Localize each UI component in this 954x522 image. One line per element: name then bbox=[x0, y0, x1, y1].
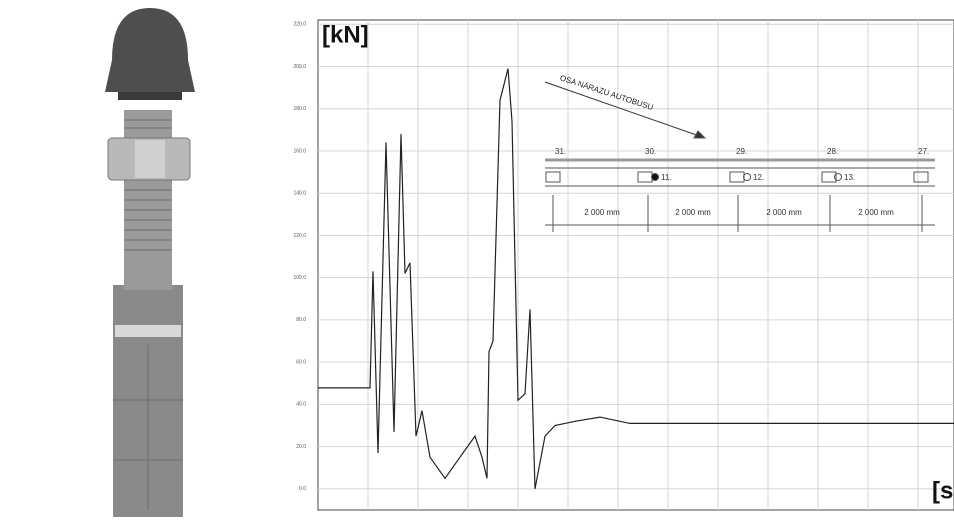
y-tick-label: 160.0 bbox=[293, 148, 306, 154]
y-tick-label: 140.0 bbox=[293, 191, 306, 197]
y-tick-label: 180.0 bbox=[293, 106, 306, 112]
post-label: 27. bbox=[918, 147, 929, 156]
y-tick-label: 0.0 bbox=[299, 486, 306, 492]
page: {"chart_data": {"type": "line", "title":… bbox=[0, 0, 954, 517]
y-tick-label: 60.0 bbox=[296, 359, 306, 365]
figure: 0.0 20.0 40.0 60.0 80.0 100.0 120.0 140.0 160.0 1… bbox=[0, 0, 954, 517]
sensor-label: 13. bbox=[844, 173, 855, 182]
spacing-label: 2 000 mm bbox=[675, 208, 711, 217]
y-tick-label: 20.0 bbox=[296, 444, 306, 450]
post-label: 30. bbox=[645, 147, 656, 156]
y-tick-label: 120.0 bbox=[293, 233, 306, 239]
y-tick-label: 80.0 bbox=[296, 317, 306, 323]
post-label: 29. bbox=[736, 147, 747, 156]
chart-title: [kN] bbox=[322, 21, 369, 48]
sensor-label: 12. bbox=[753, 173, 764, 182]
sensor-label: 11. bbox=[661, 173, 672, 182]
y-tick-label: 220.0 bbox=[293, 22, 306, 28]
x-axis-label: [s bbox=[932, 477, 953, 504]
anchor-bolt-photo bbox=[0, 0, 290, 517]
spacing-label: 2 000 mm bbox=[766, 208, 802, 217]
y-tick-label: 200.0 bbox=[293, 64, 306, 70]
y-tick-label: 40.0 bbox=[296, 402, 306, 408]
spacing-label: 2 000 mm bbox=[858, 208, 894, 217]
spacing-label: 2 000 mm bbox=[584, 208, 620, 217]
y-tick-label: 100.0 bbox=[293, 275, 306, 281]
plot-frame bbox=[318, 20, 954, 510]
post-label: 31. bbox=[555, 147, 566, 156]
post-label: 28. bbox=[827, 147, 838, 156]
